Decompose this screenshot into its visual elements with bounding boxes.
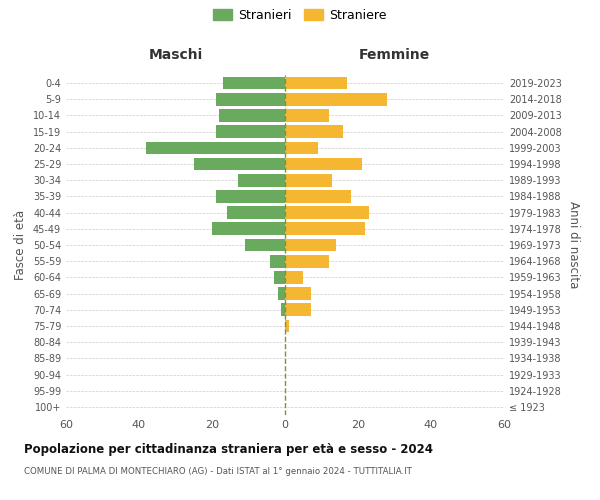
Bar <box>285 93 387 106</box>
Bar <box>285 190 350 202</box>
Bar <box>285 222 365 235</box>
Text: COMUNE DI PALMA DI MONTECHIARO (AG) - Dati ISTAT al 1° gennaio 2024 - TUTTITALIA: COMUNE DI PALMA DI MONTECHIARO (AG) - Da… <box>24 468 412 476</box>
Bar <box>278 288 285 300</box>
Bar <box>285 77 347 90</box>
Bar <box>245 238 285 252</box>
Bar <box>285 142 318 154</box>
Legend: Stranieri, Straniere: Stranieri, Straniere <box>213 8 387 22</box>
Bar <box>285 238 336 252</box>
Bar <box>223 77 285 90</box>
Bar <box>285 304 311 316</box>
Bar <box>285 109 329 122</box>
Bar <box>285 174 332 186</box>
Y-axis label: Anni di nascita: Anni di nascita <box>567 202 580 288</box>
Bar <box>220 109 285 122</box>
Text: Femmine: Femmine <box>359 48 430 62</box>
Bar <box>227 206 285 219</box>
Bar <box>274 271 285 283</box>
Bar <box>285 320 289 332</box>
Bar <box>215 93 285 106</box>
Bar <box>285 255 329 268</box>
Bar <box>281 304 285 316</box>
Text: Popolazione per cittadinanza straniera per età e sesso - 2024: Popolazione per cittadinanza straniera p… <box>24 442 433 456</box>
Text: Maschi: Maschi <box>148 48 203 62</box>
Bar <box>285 158 362 170</box>
Bar <box>215 126 285 138</box>
Bar <box>238 174 285 186</box>
Bar <box>285 288 311 300</box>
Y-axis label: Fasce di età: Fasce di età <box>14 210 27 280</box>
Bar <box>212 222 285 235</box>
Bar <box>285 271 303 283</box>
Bar <box>215 190 285 202</box>
Bar <box>271 255 285 268</box>
Bar <box>285 206 369 219</box>
Bar <box>194 158 285 170</box>
Bar <box>146 142 285 154</box>
Bar <box>285 126 343 138</box>
